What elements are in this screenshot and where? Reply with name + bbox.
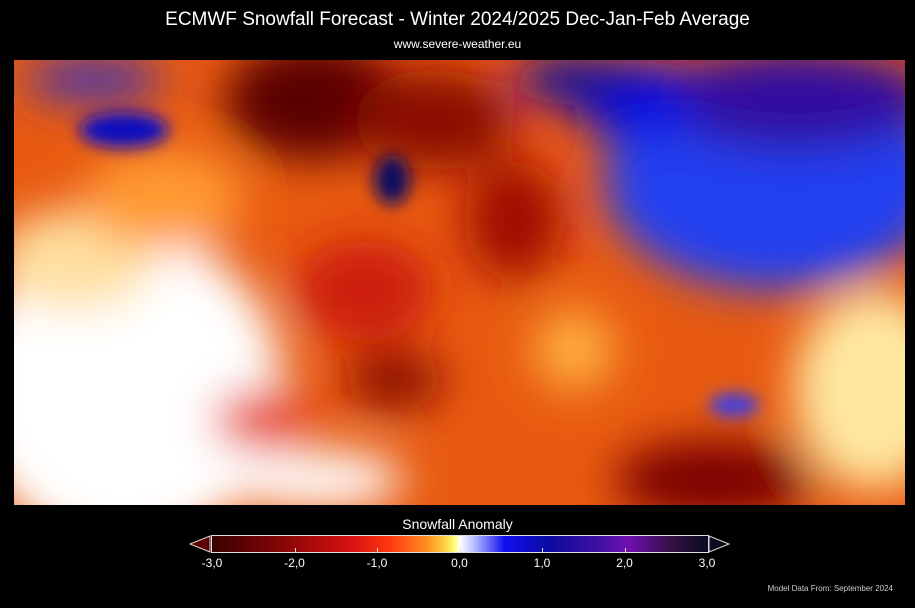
- colorbar-tick-label: 3,0: [698, 556, 716, 570]
- snowfall-anomaly-map: [14, 60, 905, 505]
- colorbar-tick: [542, 548, 543, 553]
- colorbar-tick: [294, 548, 296, 553]
- colorbar-tick-label: 0,0: [451, 556, 468, 570]
- anomaly-field: [14, 60, 905, 505]
- colorbar-tick-label: -3,0: [201, 556, 223, 570]
- colorbar-tick: [377, 548, 378, 553]
- map-title: ECMWF Snowfall Forecast - Winter 2024/20…: [165, 9, 750, 30]
- colorbar-tick: [459, 548, 461, 553]
- colorbar-max-arrow-icon: [708, 535, 730, 553]
- map-subtitle: www.severe-weather.eu: [393, 37, 522, 51]
- colorbar-min-arrow-icon: [189, 535, 211, 553]
- colorbar-tick-label: 1,0: [533, 556, 551, 570]
- colorbar-tick-label: -1,0: [366, 556, 388, 570]
- colorbar-tick: [624, 548, 626, 553]
- colorbar-tick-label: -2,0: [284, 556, 305, 570]
- colorbar-tick-label: 2,0: [616, 556, 633, 570]
- colorbar-label: Snowfall Anomaly: [402, 516, 513, 532]
- model-data-source: Model Data From: September 2024: [767, 584, 893, 593]
